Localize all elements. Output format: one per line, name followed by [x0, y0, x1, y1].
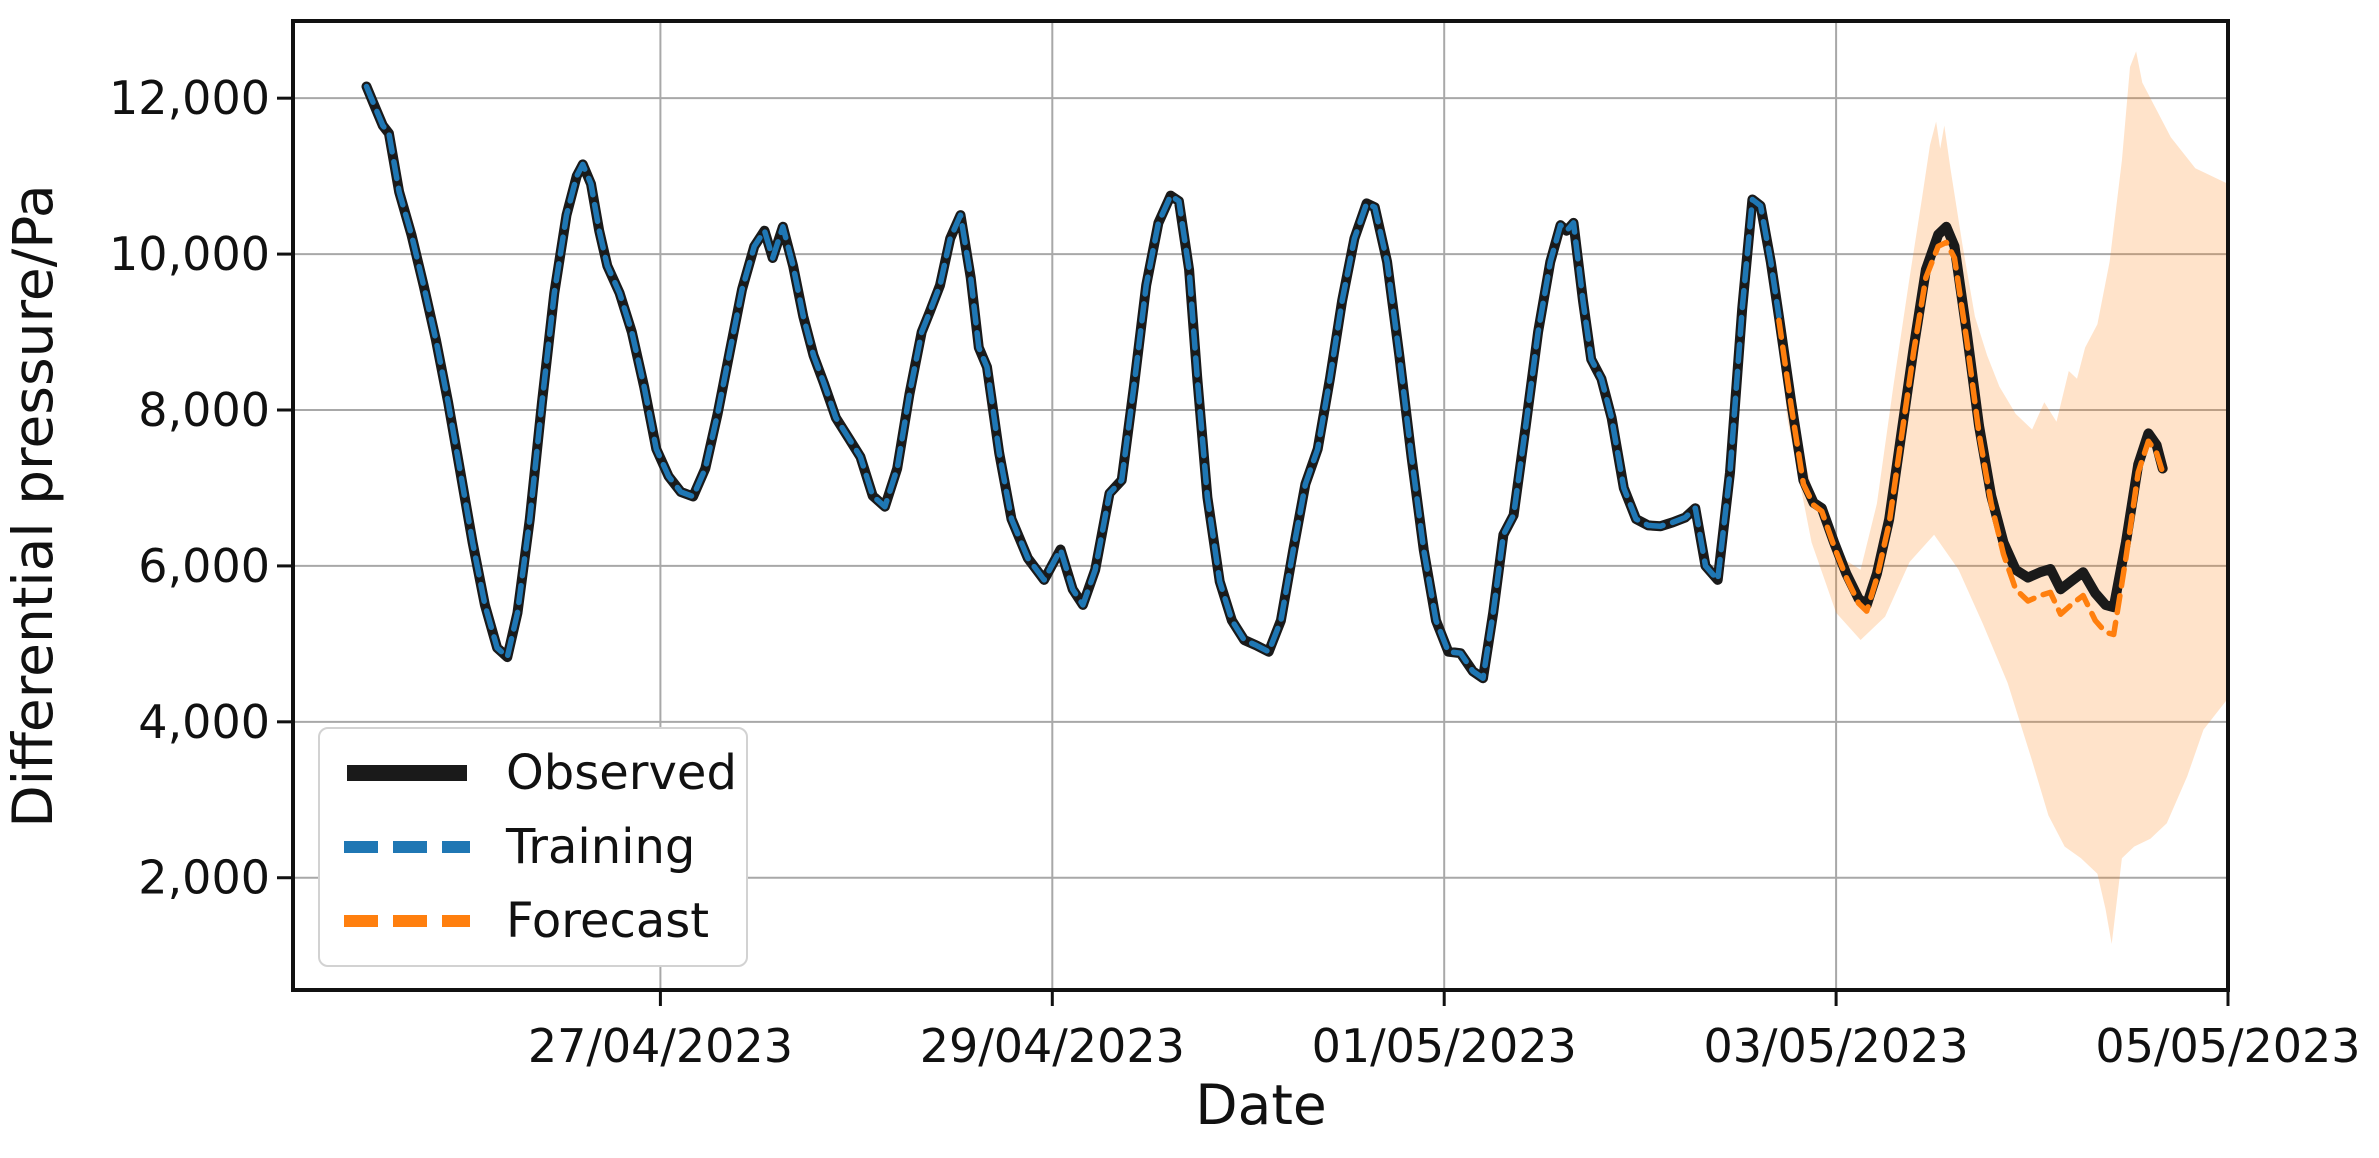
legend-label-observed: Observed	[506, 745, 737, 801]
x-tick-label: 27/04/2023	[528, 1019, 793, 1073]
y-tick-label: 6,000	[138, 539, 270, 593]
y-tick-label: 2,000	[138, 851, 270, 905]
x-tick-label: 03/05/2023	[1704, 1019, 1969, 1073]
forecast-uncertainty-band	[1778, 51, 2228, 944]
y-axis-title: Differential pressure/Pa	[1, 184, 65, 827]
training-line-swatch	[344, 841, 470, 853]
legend-label-training: Training	[506, 819, 696, 875]
y-tick-label: 4,000	[138, 695, 270, 749]
x-tick-label: 01/05/2023	[1312, 1019, 1577, 1073]
y-tick-label: 8,000	[138, 383, 270, 437]
forecast-line-swatch	[344, 915, 470, 927]
legend-item-forecast: Forecast	[320, 885, 746, 957]
observed-line-swatch	[347, 765, 467, 781]
training-line	[363, 83, 1782, 681]
plot-frame	[291, 19, 2230, 992]
legend-item-observed: Observed	[320, 737, 746, 809]
legend-item-training: Training	[320, 811, 746, 883]
forecast-line	[1776, 239, 2166, 638]
legend-label-forecast: Forecast	[506, 893, 710, 949]
x-tick-label: 05/05/2023	[2095, 1019, 2360, 1073]
data-layer	[361, 51, 2228, 944]
axis-layer: 2,000 4,000 6,000 8,000 10,000 12,000 27/04/20…	[109, 19, 2361, 1073]
x-axis-title: Date	[1195, 1073, 1326, 1137]
y-tick-label: 12,000	[109, 71, 270, 125]
legend: Observed Training Forecast	[318, 727, 748, 967]
y-tick-label: 10,000	[109, 227, 270, 281]
x-tick-label: 29/04/2023	[920, 1019, 1185, 1073]
